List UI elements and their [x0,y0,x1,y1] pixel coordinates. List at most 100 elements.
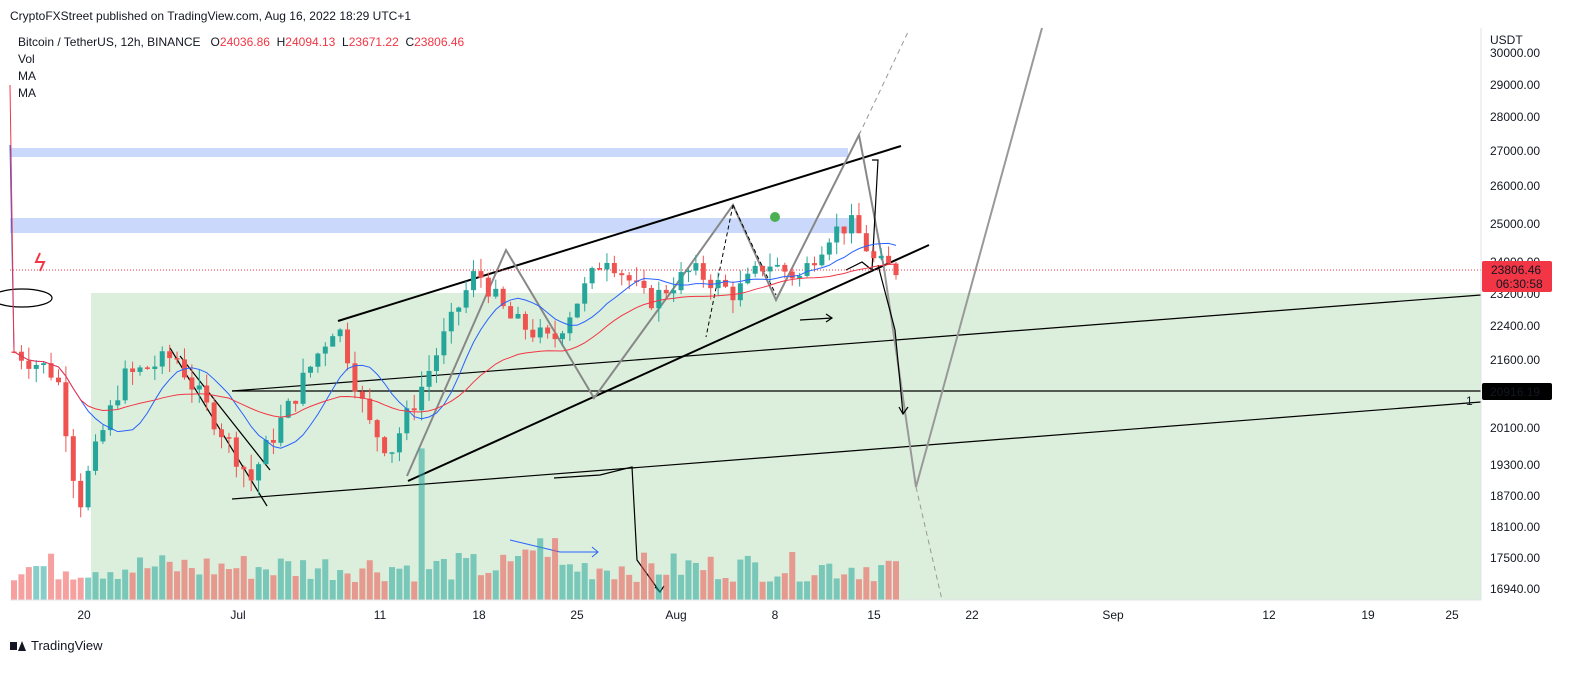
candle-body [248,469,254,481]
candle-body [144,367,150,369]
volume-bar [544,556,551,600]
volume-bar [137,557,143,600]
level-badge [1482,383,1552,400]
close-label: C [405,35,415,49]
indicator-ma-2[interactable]: MA [18,86,36,100]
candle-body [745,273,751,284]
candle-body [396,433,402,453]
candle-body [663,289,669,294]
volume-bar [774,576,781,600]
high-label: H [276,35,286,49]
price-tick-label: 17500.00 [1490,551,1540,565]
price-tick-label: 30000.00 [1490,46,1540,60]
volume-bar [685,560,692,600]
volume-bar [715,579,722,600]
candle-body [270,439,276,443]
volume-bar [818,565,825,600]
indicator-vol[interactable]: Vol [18,52,35,66]
candle-body [107,405,113,431]
candle-body [545,327,551,334]
blue-arrow-head [591,546,599,558]
volume-bar [655,574,662,600]
volume-bar [529,550,536,600]
candle-body [159,351,165,367]
volume-bar [863,567,870,600]
volume-bar [203,558,210,600]
volume-bar [188,568,195,600]
price-tick-label: 18700.00 [1490,489,1540,503]
projection-dashed-down [915,486,943,601]
indicator-ma-1[interactable]: MA [18,69,36,83]
time-tick-label: 19 [1361,608,1375,622]
supply-zone-upper [10,148,848,157]
candle-body [826,242,832,255]
volume-bar [603,570,610,600]
candle-body [300,372,306,404]
volume-bar [752,562,759,600]
volume-bar [515,555,521,600]
candle-body [93,441,99,471]
candle-body [196,385,202,390]
candle-body [552,333,558,340]
symbol-label[interactable]: Bitcoin / TetherUS, 12h, BINANCE [18,35,201,49]
volume-bar [477,575,484,600]
candle-body [641,280,647,288]
candle-body [878,255,884,259]
volume-bar [648,563,655,600]
volume-bar [366,560,373,600]
volume-bar [848,567,855,600]
candle-body [78,480,84,508]
volume-bar [322,559,329,600]
candle-body [293,400,299,404]
time-tick-label: Jul [230,608,245,622]
volume-bar [500,554,507,600]
candle-body [137,367,143,372]
volume-bar [581,563,588,600]
volume-bar [759,581,766,600]
candle-body [604,262,610,270]
candle-body [582,283,588,304]
candle-body [382,437,388,454]
price-tick-label: 27000.00 [1490,144,1540,158]
volume-bar [463,558,470,600]
volume-bar [833,578,840,600]
volume-bar [485,572,492,600]
green-dot-marker [770,212,780,222]
time-tick-label: 22 [965,608,979,622]
candle-body [671,290,677,294]
time-tick-label: 25 [1445,608,1459,622]
candle-body [500,288,506,307]
volume-bar [374,572,381,600]
volume-bar [381,581,388,600]
volume-bar [196,574,203,600]
volume-bar [796,581,803,600]
candle-body [537,327,543,338]
candle-body [441,331,447,356]
volume-bar [159,555,166,600]
candle-body [426,371,432,387]
candle-body [493,288,499,297]
candle-body [41,363,47,366]
price-tick-label: 22400.00 [1490,319,1540,333]
volume-bar [225,569,232,600]
time-tick-label: 15 [867,608,881,622]
candle-body [130,368,136,372]
candle-body [63,382,69,437]
candle-body [723,279,729,287]
low-value: 23671.22 [348,35,399,49]
volume-bar [552,538,559,600]
volume-bar [211,574,218,600]
candle-body [797,275,803,279]
volume-bar [633,581,640,600]
volume-bar [618,566,625,600]
candle-body [522,313,528,330]
candle-body [789,271,795,279]
candle-body [678,272,684,291]
candle-body [648,287,654,309]
candle-body [122,368,128,401]
candle-body [619,273,625,276]
candle-body [508,306,514,319]
candle-body [515,313,521,319]
ellipse-marker [0,288,53,308]
